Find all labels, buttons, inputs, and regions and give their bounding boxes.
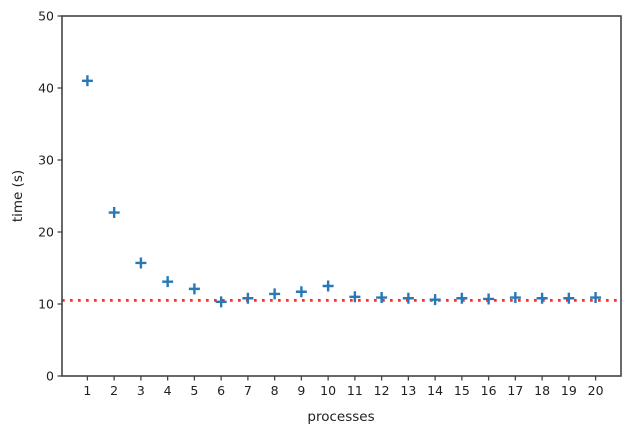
data-point-marker [242,292,254,304]
data-point-marker [108,207,120,219]
x-tick-label: 9 [297,383,305,398]
x-tick-label: 10 [320,383,336,398]
y-axis-label: time (s) [10,170,26,222]
x-tick-label: 5 [190,383,198,398]
y-tick-label: 30 [38,153,54,168]
y-tick-label: 40 [38,81,54,96]
data-point-marker [402,292,414,304]
x-tick-label: 12 [374,383,390,398]
x-tick-label: 8 [271,383,279,398]
plot-area: 1 2 3 4 5 6 7 8 9 10 11 12 13 14 15 16 17 18 19 20010203040… [38,9,622,398]
x-tick-label: 2 [110,383,118,398]
data-point-marker [376,292,388,304]
data-point-marker [429,294,441,306]
x-tick-label: 7 [244,383,252,398]
x-tick-label: 3 [137,383,145,398]
x-tick-label: 18 [534,383,550,398]
data-point-marker [269,288,281,300]
y-tick-label: 20 [38,225,54,240]
data-point-marker [295,286,307,298]
x-tick-label: 20 [588,383,604,398]
x-tick-label: 1 [83,383,91,398]
x-axis-label: processes [307,409,374,425]
data-point-marker [215,296,227,308]
x-tick-label: 17 [507,383,523,398]
data-point-marker [536,292,548,304]
x-tick-label: 14 [427,383,443,398]
data-point-marker [483,293,495,305]
data-point-marker [162,276,174,288]
y-tick-label: 10 [38,297,54,312]
data-point-marker [349,291,361,303]
x-tick-label: 6 [217,383,225,398]
x-tick-label: 16 [481,383,497,398]
data-point-marker [188,283,200,295]
data-point-marker [563,292,575,304]
data-point-marker [456,292,468,304]
data-point-marker [81,75,93,87]
data-point-marker [590,292,602,304]
data-point-marker [135,257,147,269]
y-tick-label: 0 [46,369,54,384]
data-point-marker [322,280,334,292]
data-point-marker [509,292,521,304]
x-tick-label: 19 [561,383,577,398]
x-tick-label: 13 [400,383,416,398]
axes-spines [61,15,622,377]
x-tick-label: 4 [164,383,172,398]
y-tick-label: 50 [38,9,54,24]
x-tick-label: 15 [454,383,470,398]
x-tick-label: 11 [347,383,363,398]
